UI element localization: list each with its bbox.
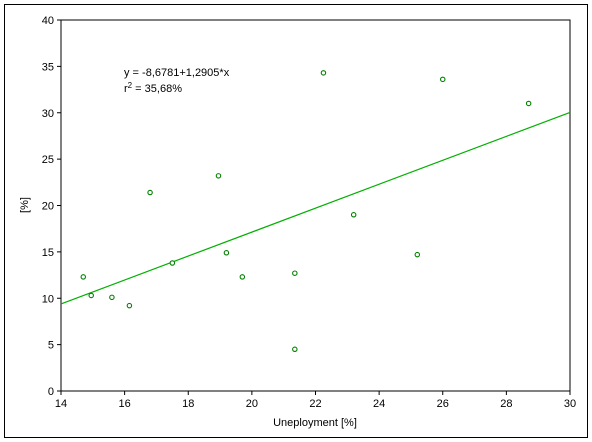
data-point [292, 346, 298, 353]
data-point [223, 250, 230, 256]
y-tick-label: 0 [48, 386, 54, 398]
y-tick-label: 10 [42, 293, 54, 305]
x-tick-label: 26 [437, 398, 449, 410]
chart-frame [4, 4, 588, 438]
r-squared-exponent: 2 [128, 81, 133, 90]
data-point [525, 100, 532, 107]
data-point [292, 270, 298, 276]
data-point [414, 251, 421, 258]
data-point [147, 189, 153, 196]
x-axis-label: Uneployment [%] [273, 417, 357, 429]
data-point [126, 302, 133, 309]
y-tick-label: 25 [42, 154, 54, 166]
regression-line [60, 111, 571, 305]
x-tick-label: 30 [564, 398, 576, 410]
y-tick-label: 35 [42, 61, 54, 73]
data-point [439, 76, 446, 83]
data-point [320, 70, 327, 76]
x-axis: 14 16 18 20 22 24 26 28 30 [55, 391, 576, 410]
data-point [215, 173, 222, 179]
x-tick-label: 28 [500, 398, 512, 410]
y-tick-label: 15 [42, 247, 54, 259]
y-tick-label: 40 [42, 15, 54, 27]
x-tick-label: 16 [119, 398, 131, 410]
data-point [239, 274, 246, 280]
x-tick-label: 18 [182, 398, 194, 410]
r-squared-value: = 35,68% [132, 83, 182, 95]
x-tick-label: 24 [373, 398, 385, 410]
r-squared-symbol: r [124, 83, 128, 95]
x-tick-label: 22 [309, 398, 321, 410]
data-point [169, 260, 176, 266]
x-tick-label: 20 [246, 398, 258, 410]
data-point [109, 294, 115, 301]
x-tick-label: 14 [55, 398, 67, 410]
y-axis-label: [%] [19, 197, 31, 213]
r-squared-label: r2 = 35,68% [124, 81, 182, 95]
y-tick-label: 30 [42, 108, 54, 120]
data-point [350, 212, 357, 218]
data-points [80, 70, 532, 353]
regression-equation: y = -8,6781+1,2905*x [124, 67, 230, 79]
y-tick-label: 20 [42, 201, 54, 213]
y-axis: 0 5 10 15 20 25 30 35 40 [42, 15, 61, 398]
y-tick-label: 5 [48, 340, 54, 352]
data-point [80, 274, 87, 280]
data-point [88, 292, 94, 299]
